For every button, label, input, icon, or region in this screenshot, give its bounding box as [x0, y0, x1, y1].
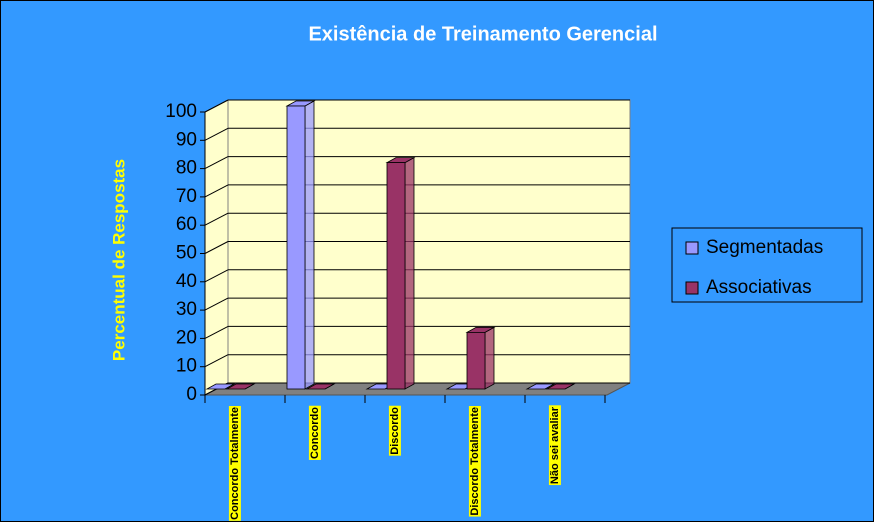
legend: [671, 227, 863, 303]
bar: [466, 331, 486, 390]
y-tick-label: 50: [176, 243, 197, 264]
bar-top: [525, 383, 556, 390]
x-tick-label-bg: [228, 406, 241, 521]
x-tick-label: Concordo Totalmente: [229, 407, 241, 520]
y-tick-label: 100: [165, 101, 197, 122]
y-tick-label: 80: [176, 158, 197, 179]
x-tick-label: Concordo: [309, 407, 321, 459]
x-tick-label-bg: [468, 406, 481, 517]
grid-line: [204, 297, 229, 311]
bar-side: [304, 100, 315, 390]
y-tick-label: 30: [176, 299, 197, 320]
grid-line: [204, 269, 229, 283]
y-axis-label: Percentual de Respostas: [109, 159, 128, 361]
y-tick-label: 20: [176, 327, 197, 348]
grid-line: [204, 184, 229, 198]
bar-top: [205, 383, 236, 390]
grid-line: [204, 156, 229, 170]
grid-line: [204, 241, 229, 254]
bar: [386, 162, 406, 390]
y-tick-label: 90: [176, 129, 197, 150]
y-tick-label: 0: [186, 384, 197, 405]
x-tick-label-bg: [548, 405, 561, 486]
bar-side: [404, 156, 415, 390]
legend-label: Associativas: [706, 277, 812, 298]
bar: [286, 105, 306, 390]
bar-top: [545, 383, 576, 390]
bar-side: [484, 326, 495, 390]
x-tick-label: Não sei avaliar: [549, 406, 561, 484]
legend-swatch: [685, 241, 699, 255]
bar-top: [225, 383, 256, 390]
x-tick-label-bg: [308, 405, 321, 460]
grid-line: [204, 127, 229, 141]
legend-label: Segmentadas: [706, 237, 823, 258]
x-tick-label-bg: [388, 405, 401, 456]
y-tick-label: 10: [176, 356, 197, 377]
grid-line: [204, 354, 229, 368]
x-tick-label: Discordo Totalmente: [469, 407, 481, 516]
y-tick-label: 60: [176, 214, 197, 235]
y-tick-label: 40: [176, 271, 197, 292]
y-tick-label: 70: [176, 186, 197, 207]
grid-line: [204, 325, 229, 339]
grid-line: [204, 212, 229, 226]
chart-title: Existência de Treinamento Gerencial: [308, 23, 657, 45]
bar-top: [305, 383, 336, 390]
grid-line: [204, 99, 229, 113]
legend-swatch: [685, 281, 699, 295]
x-tick-label: Discordo: [389, 407, 401, 455]
